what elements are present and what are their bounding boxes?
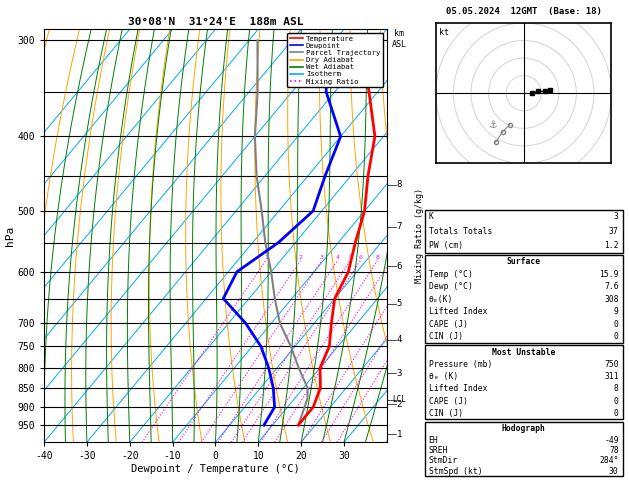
Text: θₑ (K): θₑ (K) xyxy=(428,372,458,382)
Text: 37: 37 xyxy=(609,226,619,236)
Text: 9: 9 xyxy=(614,307,619,316)
Text: SREH: SREH xyxy=(428,446,448,455)
Text: Most Unstable: Most Unstable xyxy=(492,348,555,357)
Text: 1: 1 xyxy=(264,256,268,260)
Title: 30°08'N  31°24'E  188m ASL: 30°08'N 31°24'E 188m ASL xyxy=(128,17,303,27)
Text: 284°: 284° xyxy=(599,456,619,465)
Bar xyxy=(425,421,623,476)
Text: © weatheronline.co.uk: © weatheronline.co.uk xyxy=(475,470,572,479)
Text: Lifted Index: Lifted Index xyxy=(428,384,487,394)
Text: Surface: Surface xyxy=(506,257,541,266)
X-axis label: Dewpoint / Temperature (°C): Dewpoint / Temperature (°C) xyxy=(131,464,300,474)
Text: θₑ(K): θₑ(K) xyxy=(428,295,453,304)
Text: 0: 0 xyxy=(614,320,619,329)
Text: 1: 1 xyxy=(397,430,402,439)
Bar xyxy=(425,346,623,419)
Text: Hodograph: Hodograph xyxy=(502,424,545,433)
Text: -49: -49 xyxy=(604,435,619,445)
Text: EH: EH xyxy=(428,435,438,445)
Text: 4: 4 xyxy=(397,335,402,344)
Text: 7: 7 xyxy=(397,222,402,231)
Text: 6: 6 xyxy=(359,256,362,260)
Y-axis label: hPa: hPa xyxy=(4,226,14,246)
Text: 3: 3 xyxy=(320,256,324,260)
Text: 0: 0 xyxy=(614,409,619,417)
Text: 5: 5 xyxy=(397,299,402,308)
Text: ⚓: ⚓ xyxy=(487,121,496,130)
Text: CIN (J): CIN (J) xyxy=(428,409,463,417)
Text: 7.6: 7.6 xyxy=(604,282,619,292)
Text: StmDir: StmDir xyxy=(428,456,458,465)
Text: 8: 8 xyxy=(376,256,379,260)
Text: kt: kt xyxy=(439,28,449,37)
Text: 8: 8 xyxy=(614,384,619,394)
Text: Lifted Index: Lifted Index xyxy=(428,307,487,316)
Text: 308: 308 xyxy=(604,295,619,304)
Bar xyxy=(425,209,623,253)
Text: 8: 8 xyxy=(397,180,402,189)
Text: Dewp (°C): Dewp (°C) xyxy=(428,282,472,292)
Text: 3: 3 xyxy=(614,212,619,221)
Bar xyxy=(425,255,623,343)
Text: 750: 750 xyxy=(604,360,619,369)
Text: CIN (J): CIN (J) xyxy=(428,332,463,341)
Text: 15.9: 15.9 xyxy=(599,270,619,279)
Text: CAPE (J): CAPE (J) xyxy=(428,397,467,406)
Text: StmSpd (kt): StmSpd (kt) xyxy=(428,467,482,476)
Text: Mixing Ratio (g/kg): Mixing Ratio (g/kg) xyxy=(415,188,424,283)
Text: Pressure (mb): Pressure (mb) xyxy=(428,360,492,369)
Text: 0: 0 xyxy=(614,397,619,406)
Text: 4: 4 xyxy=(335,256,340,260)
Text: 2: 2 xyxy=(397,400,402,409)
Text: 6: 6 xyxy=(397,261,402,271)
Text: Totals Totals: Totals Totals xyxy=(428,226,492,236)
Text: 2: 2 xyxy=(298,256,303,260)
Text: 78: 78 xyxy=(609,446,619,455)
Text: Temp (°C): Temp (°C) xyxy=(428,270,472,279)
Text: K: K xyxy=(428,212,433,221)
Text: CAPE (J): CAPE (J) xyxy=(428,320,467,329)
Text: 311: 311 xyxy=(604,372,619,382)
Text: 05.05.2024  12GMT  (Base: 18): 05.05.2024 12GMT (Base: 18) xyxy=(446,7,601,16)
Text: 5: 5 xyxy=(348,256,352,260)
Text: 3: 3 xyxy=(397,369,402,378)
Text: PW (cm): PW (cm) xyxy=(428,241,463,250)
Text: 0: 0 xyxy=(614,332,619,341)
Text: LCL: LCL xyxy=(392,395,406,404)
Legend: Temperature, Dewpoint, Parcel Trajectory, Dry Adiabat, Wet Adiabat, Isotherm, Mi: Temperature, Dewpoint, Parcel Trajectory… xyxy=(287,33,383,87)
Text: 30: 30 xyxy=(609,467,619,476)
Text: km
ASL: km ASL xyxy=(392,29,407,49)
Text: 1.2: 1.2 xyxy=(604,241,619,250)
